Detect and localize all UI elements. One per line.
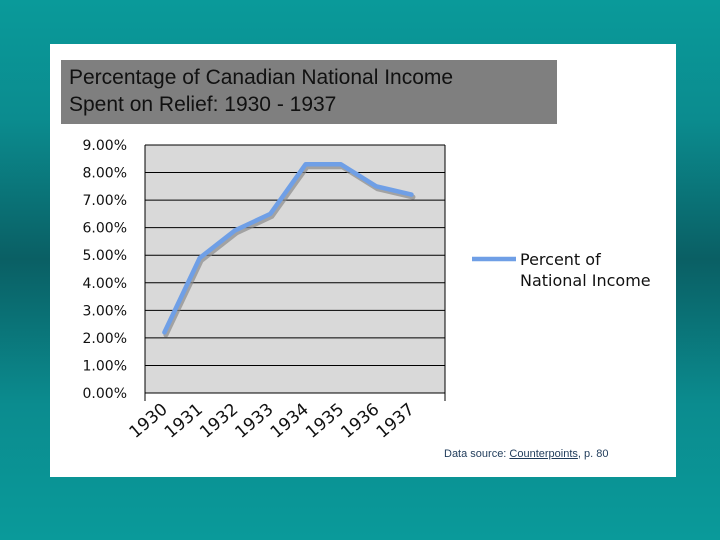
y-tick-label: 9.00% (83, 138, 127, 154)
data-point (409, 193, 413, 197)
data-point (304, 162, 308, 166)
series-line (162, 162, 414, 335)
y-tick-label: 0.00% (83, 386, 127, 402)
data-point (268, 212, 272, 216)
x-tick-label: 1931 (161, 400, 207, 443)
x-tick-label: 1933 (232, 400, 278, 443)
y-tick-label: 1.00% (83, 358, 127, 374)
data-point (339, 162, 343, 166)
source-link[interactable]: Counterpoints (509, 448, 578, 460)
data-point (198, 256, 202, 260)
x-tick-label: 1937 (373, 400, 419, 443)
source-suffix: , p. 80 (577, 448, 609, 460)
y-tick-label: 2.00% (83, 331, 127, 347)
x-tick-label: 1936 (337, 400, 383, 443)
x-tick-label: 1935 (302, 400, 348, 443)
legend-label: Percent of (520, 250, 601, 269)
x-tick-label: 1934 (267, 400, 313, 443)
y-tick-label: 7.00% (83, 193, 127, 209)
x-tick-label: 1932 (196, 400, 242, 443)
chart-title-line-1: Percentage of Canadian National Income (69, 66, 454, 89)
chart-title-line-2: Spent on Relief: 1930 - 1937 (69, 93, 337, 116)
y-tick-label: 5.00% (83, 248, 127, 264)
data-point (233, 228, 237, 232)
data-point (374, 184, 378, 188)
source-note: Data source: Counterpoints, p. 80 (444, 448, 609, 460)
y-tick-label: 8.00% (83, 166, 127, 182)
legend-label: National Income (520, 271, 651, 290)
y-tick-label: 3.00% (83, 303, 127, 319)
y-tick-label: 4.00% (83, 276, 127, 292)
data-point (162, 330, 166, 334)
source-prefix: Data source: (444, 448, 510, 460)
x-tick-label: 1930 (126, 400, 172, 443)
chart-title: Percentage of Canadian National Income S… (61, 60, 557, 124)
y-tick-label: 6.00% (83, 221, 127, 237)
